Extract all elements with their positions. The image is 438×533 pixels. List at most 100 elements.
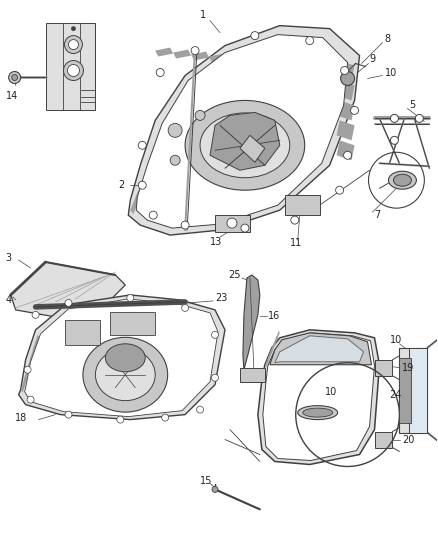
Polygon shape <box>240 135 265 162</box>
Polygon shape <box>337 61 355 80</box>
Ellipse shape <box>185 100 305 190</box>
Text: 16: 16 <box>268 311 280 321</box>
Circle shape <box>241 224 249 232</box>
Polygon shape <box>215 215 250 232</box>
Polygon shape <box>399 348 427 433</box>
Circle shape <box>32 311 39 318</box>
Polygon shape <box>150 158 161 182</box>
Circle shape <box>336 186 343 194</box>
Polygon shape <box>25 299 218 417</box>
Circle shape <box>181 221 189 229</box>
Circle shape <box>343 151 352 159</box>
Circle shape <box>138 181 146 189</box>
Ellipse shape <box>200 113 290 177</box>
Polygon shape <box>263 60 281 69</box>
Circle shape <box>195 110 205 120</box>
Polygon shape <box>270 333 371 365</box>
Polygon shape <box>66 320 100 345</box>
Polygon shape <box>155 47 173 56</box>
Polygon shape <box>275 331 280 343</box>
Text: 10: 10 <box>389 335 402 345</box>
Text: 5: 5 <box>410 100 416 110</box>
Circle shape <box>350 107 359 115</box>
Ellipse shape <box>106 344 145 372</box>
Polygon shape <box>269 346 274 358</box>
Polygon shape <box>273 336 278 348</box>
Circle shape <box>24 366 31 373</box>
Circle shape <box>27 396 34 403</box>
Polygon shape <box>243 275 260 370</box>
Ellipse shape <box>83 337 168 412</box>
Circle shape <box>191 46 199 54</box>
Circle shape <box>138 141 146 149</box>
Polygon shape <box>46 22 95 110</box>
Polygon shape <box>110 312 155 335</box>
Polygon shape <box>258 330 379 464</box>
Text: 4: 4 <box>6 295 12 305</box>
Text: 15: 15 <box>200 477 212 487</box>
Polygon shape <box>140 174 151 198</box>
Circle shape <box>212 487 218 492</box>
Polygon shape <box>240 368 265 382</box>
Circle shape <box>9 71 21 84</box>
Polygon shape <box>191 52 209 61</box>
Polygon shape <box>410 348 427 433</box>
Polygon shape <box>245 58 263 67</box>
Text: 2: 2 <box>118 180 124 190</box>
Polygon shape <box>27 355 34 373</box>
Ellipse shape <box>393 174 411 186</box>
Text: 19: 19 <box>403 363 415 373</box>
Circle shape <box>67 64 79 77</box>
Text: 13: 13 <box>210 237 222 247</box>
Circle shape <box>162 414 169 421</box>
Circle shape <box>71 27 75 30</box>
Circle shape <box>127 294 134 301</box>
Circle shape <box>64 36 82 53</box>
Polygon shape <box>21 375 28 393</box>
Ellipse shape <box>303 408 332 417</box>
Polygon shape <box>19 295 225 419</box>
Polygon shape <box>136 35 348 228</box>
Polygon shape <box>135 182 146 206</box>
Polygon shape <box>374 360 392 376</box>
Text: 3: 3 <box>6 253 12 263</box>
Circle shape <box>291 216 299 224</box>
Polygon shape <box>155 150 166 174</box>
Circle shape <box>12 75 18 80</box>
Text: 25: 25 <box>228 270 240 280</box>
Ellipse shape <box>389 171 417 189</box>
Text: 8: 8 <box>385 34 391 44</box>
Circle shape <box>306 37 314 45</box>
Circle shape <box>168 123 182 138</box>
Circle shape <box>65 411 72 418</box>
Circle shape <box>390 115 399 123</box>
Circle shape <box>212 332 219 338</box>
Text: 14: 14 <box>6 92 18 101</box>
Circle shape <box>212 374 219 381</box>
Polygon shape <box>32 335 39 353</box>
Circle shape <box>170 155 180 165</box>
Text: 23: 23 <box>215 293 227 303</box>
Polygon shape <box>128 26 360 235</box>
Polygon shape <box>285 195 320 215</box>
Text: 10: 10 <box>385 68 397 77</box>
Text: 18: 18 <box>14 413 27 423</box>
Polygon shape <box>337 100 355 120</box>
Ellipse shape <box>298 406 338 419</box>
Circle shape <box>390 136 399 144</box>
Polygon shape <box>399 358 411 423</box>
Text: 20: 20 <box>403 434 415 445</box>
Polygon shape <box>209 53 227 62</box>
Polygon shape <box>337 140 355 160</box>
Circle shape <box>415 115 424 123</box>
Polygon shape <box>11 262 125 318</box>
Circle shape <box>197 406 204 413</box>
Text: 9: 9 <box>370 53 376 63</box>
Polygon shape <box>337 120 355 140</box>
Circle shape <box>65 300 72 306</box>
Text: 7: 7 <box>374 210 381 220</box>
Polygon shape <box>281 61 299 70</box>
Text: 11: 11 <box>290 238 302 248</box>
Polygon shape <box>271 341 276 353</box>
Circle shape <box>341 71 355 85</box>
